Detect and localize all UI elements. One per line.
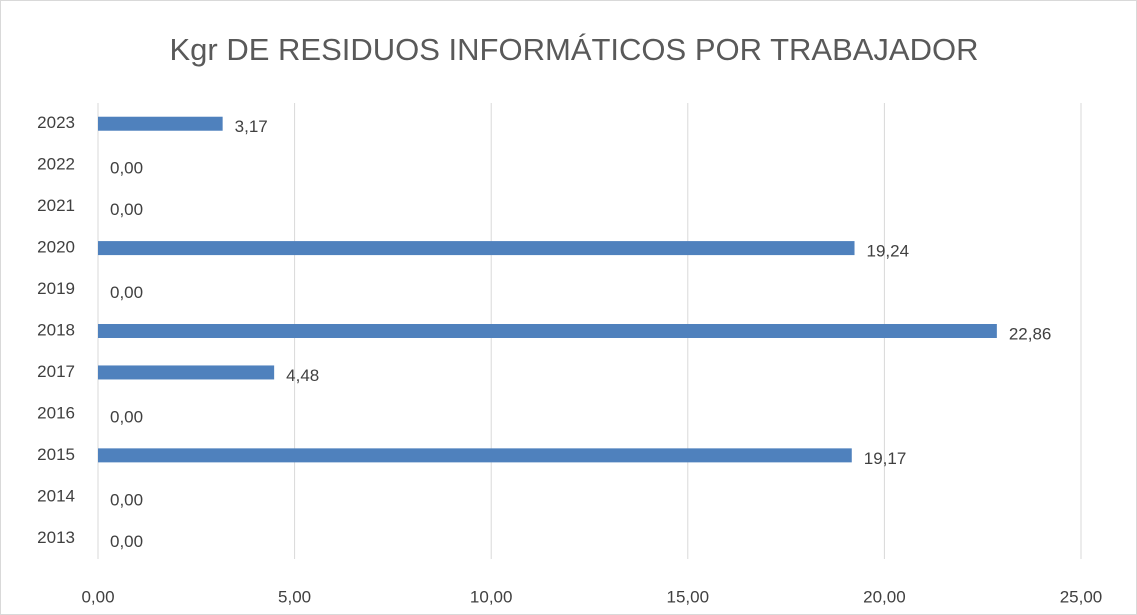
y-tick-label: 2017 [37,362,75,381]
x-tick-label: 0,00 [81,587,114,606]
bar [98,241,855,256]
value-label: 19,24 [867,242,910,261]
x-tick-label: 5,00 [278,587,311,606]
value-label: 3,17 [235,117,268,136]
x-tick-label: 15,00 [667,587,710,606]
x-tick-label: 25,00 [1060,587,1103,606]
bar [98,365,275,380]
value-label: 0,00 [110,200,143,219]
y-tick-label: 2015 [37,445,75,464]
chart-title: Kgr DE RESIDUOS INFORMÁTICOS POR TRABAJA… [170,32,979,67]
y-tick-label: 2013 [37,528,75,547]
value-label: 0,00 [110,283,143,302]
y-tick-label: 2023 [37,113,75,132]
y-tick-label: 2022 [37,155,75,174]
bar [98,448,852,463]
value-label: 22,86 [1009,324,1052,343]
value-label: 0,00 [110,407,143,426]
value-label: 4,48 [286,366,319,385]
y-tick-label: 2021 [37,196,75,215]
value-label: 0,00 [110,490,143,509]
bar [98,324,997,338]
x-tick-label: 20,00 [863,587,906,606]
y-tick-label: 2016 [37,403,75,422]
value-label: 0,00 [110,532,143,551]
y-tick-label: 2014 [37,486,75,505]
value-label: 0,00 [110,159,143,178]
x-tick-label: 10,00 [470,587,513,606]
y-tick-label: 2019 [37,279,75,298]
y-tick-label: 2018 [37,320,75,339]
bar [98,116,223,131]
value-label: 19,17 [864,449,907,468]
y-tick-label: 2020 [37,238,75,257]
